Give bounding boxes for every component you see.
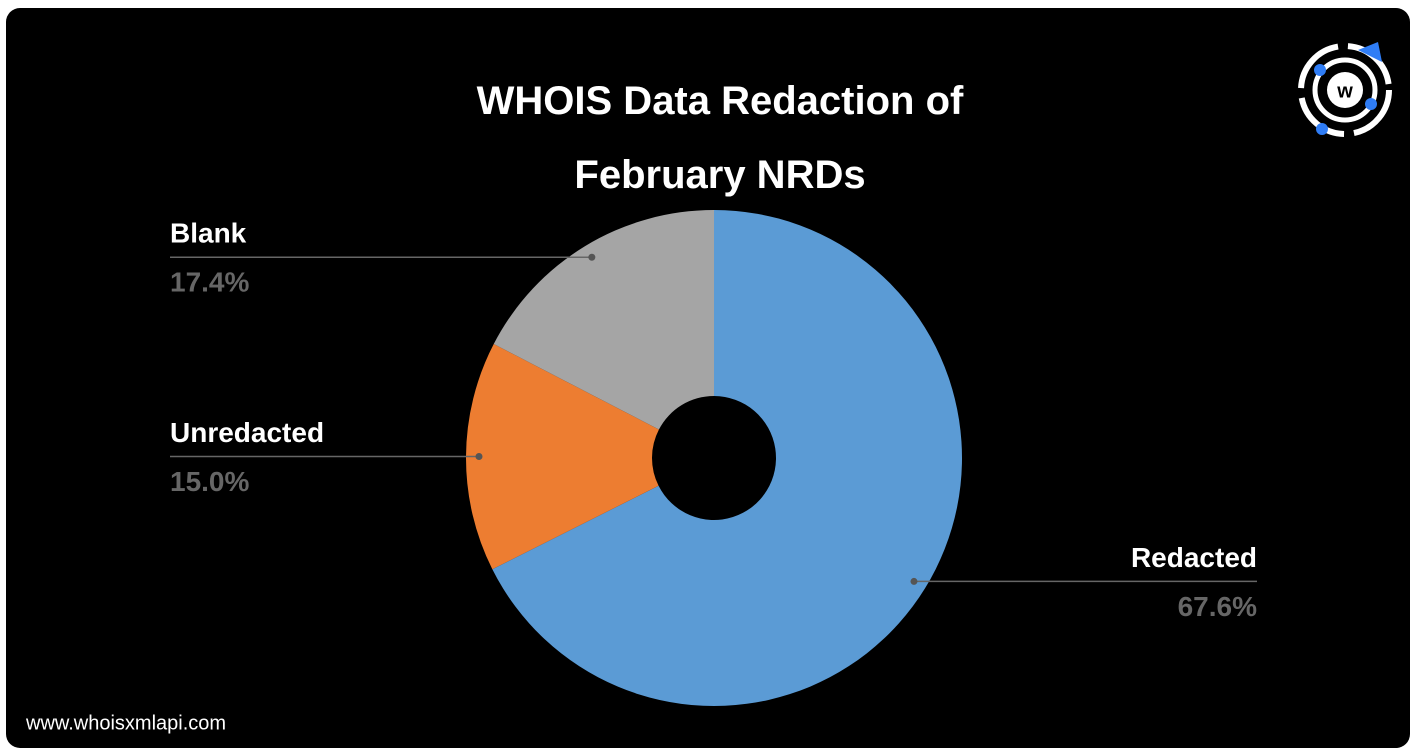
slice-value-label: 17.4% [170,267,249,298]
donut-slice [493,210,714,430]
slice-label: Unredacted [170,417,324,448]
logo: w [1298,42,1392,137]
leader-dot [910,577,918,585]
footer: www.whoisxmlapi.com [25,712,226,734]
svg-text:w: w [1336,80,1353,102]
chart-title: WHOIS Data Redaction of February NRDs [476,79,964,197]
slice-label: Blank [170,218,247,249]
slice-value-label: 15.0% [170,466,249,497]
leader-dot [588,253,596,261]
slice-label: Redacted [1131,542,1257,573]
donut-slice [466,344,659,570]
slice-value-label: 67.6% [1178,591,1257,622]
donut-slice [492,210,962,706]
leader-dot [475,453,483,461]
